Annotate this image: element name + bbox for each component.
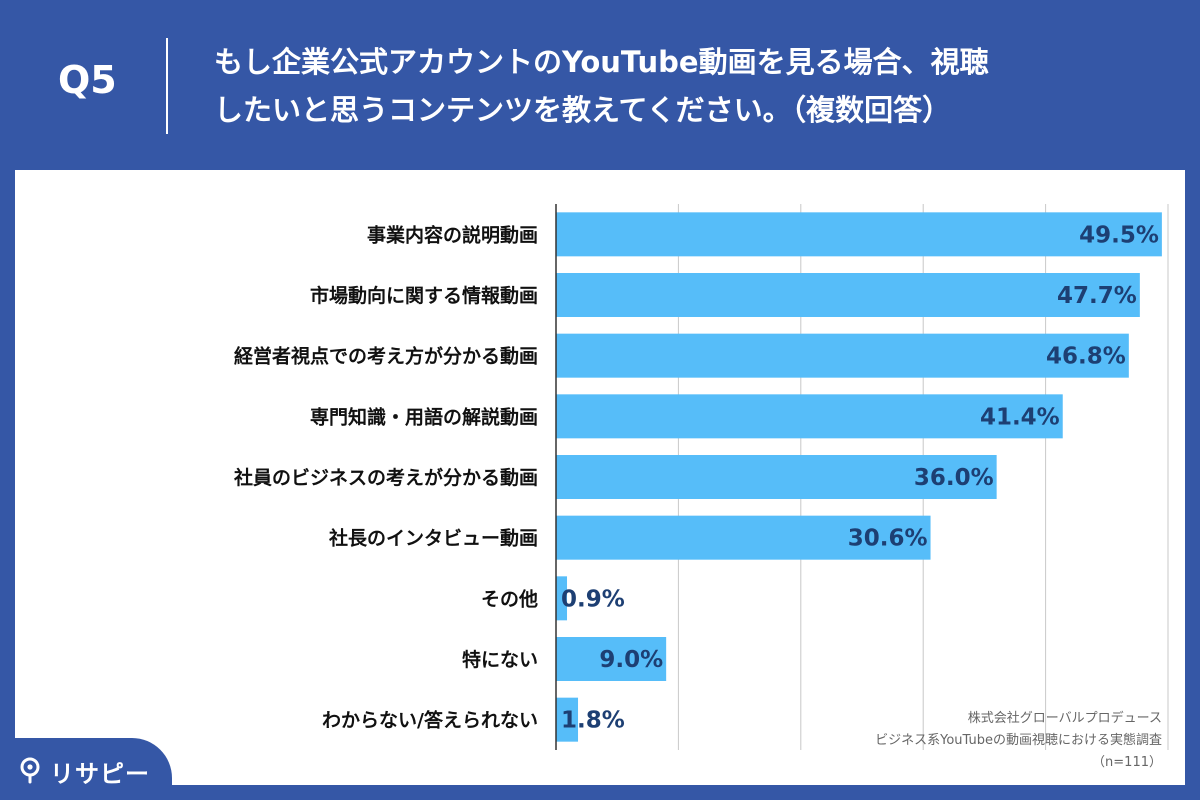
question-text: もし企業公式アカウントのYouTube動画を見る場合、視聴 したいと思うコンテン… <box>214 38 1174 134</box>
value-label: 36.0% <box>914 465 994 491</box>
value-label: 41.4% <box>980 404 1060 430</box>
bar <box>556 333 1129 378</box>
bar <box>556 455 997 499</box>
category-label: 社員のビジネスの考えが分かる動画 <box>233 466 538 489</box>
pin-icon <box>18 756 42 788</box>
category-label: 経営者視点での考え方が分かる動画 <box>234 345 538 368</box>
value-label: 49.5% <box>1079 222 1159 248</box>
category-label: 専門知識・用語の解説動画 <box>310 405 538 428</box>
value-label: 1.8% <box>561 708 625 734</box>
value-label: 0.9% <box>561 586 625 612</box>
bar <box>556 515 931 560</box>
question-number: Q5 <box>58 58 117 102</box>
category-label: その他 <box>481 587 538 610</box>
bar <box>556 394 1063 439</box>
value-label: 30.6% <box>848 526 928 552</box>
bar <box>556 212 1162 257</box>
value-label: 46.8% <box>1046 344 1126 370</box>
category-label: 特にない <box>462 649 538 671</box>
bar <box>556 697 579 742</box>
category-label: 社長のインタビュー動画 <box>328 527 538 550</box>
header: Q5 もし企業公式アカウントのYouTube動画を見る場合、視聴 したいと思うコ… <box>0 0 1200 170</box>
source-note: 株式会社グローバルプロデュース ビジネス系YouTubeの動画視聴における実態調… <box>875 708 1162 774</box>
source-line-1: 株式会社グローバルプロデュース <box>967 711 1162 726</box>
value-label: 47.7% <box>1057 283 1137 309</box>
bar <box>556 637 667 681</box>
bar <box>556 273 1140 317</box>
source-line-2: ビジネス系YouTubeの動画視聴における実態調査 <box>875 733 1162 748</box>
source-line-3: （n=111） <box>1092 755 1162 770</box>
value-label: 9.0% <box>599 647 663 673</box>
logo-text: リサピー <box>50 760 150 788</box>
question-line-2: したいと思うコンテンツを教えてください。（複数回答） <box>214 93 952 127</box>
header-divider <box>166 38 168 134</box>
question-line-1: もし企業公式アカウントのYouTube動画を見る場合、視聴 <box>214 45 989 79</box>
category-label: わからない/答えられない <box>322 709 538 732</box>
logo: リサピー <box>0 738 172 800</box>
category-label: 市場動向に関する情報動画 <box>310 284 538 307</box>
bar <box>556 576 568 621</box>
category-label: 事業内容の説明動画 <box>367 223 538 246</box>
